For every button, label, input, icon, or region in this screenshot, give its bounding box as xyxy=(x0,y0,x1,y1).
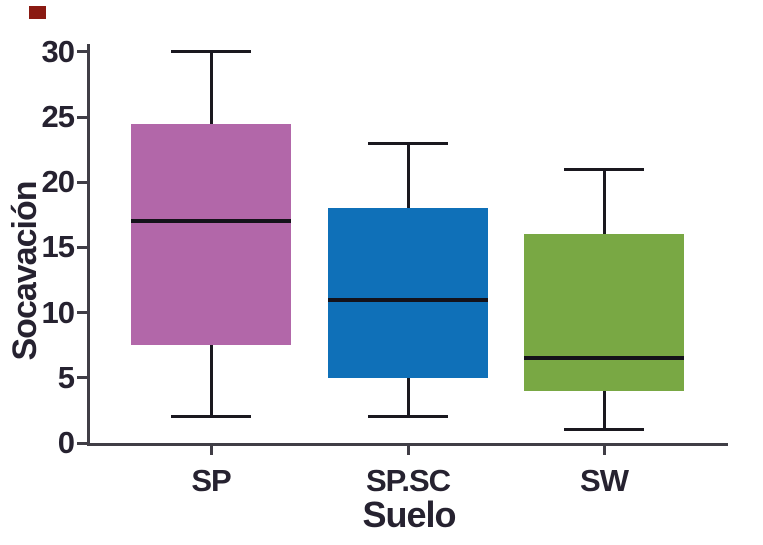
box-sp-sc xyxy=(328,208,488,378)
x-tick xyxy=(209,446,213,455)
lower-whisker-cap-sp xyxy=(171,415,251,419)
x-tick-label: SP xyxy=(191,463,231,498)
upper-whisker-cap-sp-sc xyxy=(368,141,448,145)
y-tick xyxy=(77,180,87,184)
y-tick xyxy=(77,441,87,445)
y-tick xyxy=(77,311,87,315)
upper-whisker-line-sp-sc xyxy=(406,143,410,209)
upper-whisker-line-sp xyxy=(209,51,213,124)
box-sw xyxy=(524,234,684,391)
y-tick-label: 25 xyxy=(41,99,75,134)
median-line-sp-sc xyxy=(328,297,488,302)
y-tick-label: 5 xyxy=(57,359,75,395)
y-tick-label: 10 xyxy=(41,294,75,330)
y-axis-title: Socavación xyxy=(6,181,44,361)
median-line-sp xyxy=(131,219,291,224)
lower-whisker-line-sp xyxy=(209,345,213,417)
lower-whisker-line-sp-sc xyxy=(406,377,410,417)
upper-whisker-line-sw xyxy=(602,169,606,235)
y-tick-label: 15 xyxy=(41,229,75,265)
y-tick xyxy=(77,50,87,54)
x-tick-label: SP.SC xyxy=(365,463,451,498)
upper-whisker-cap-sp xyxy=(171,50,251,54)
lower-whisker-cap-sw xyxy=(564,428,644,432)
median-line-sw xyxy=(524,356,684,361)
x-axis-line xyxy=(87,443,728,446)
corner-marker xyxy=(29,6,46,19)
y-tick-label: 30 xyxy=(41,33,75,69)
lower-whisker-line-sw xyxy=(602,390,606,430)
y-tick xyxy=(77,115,87,119)
x-tick-label: SW xyxy=(580,463,629,498)
upper-whisker-cap-sw xyxy=(564,167,644,171)
y-tick-label: 20 xyxy=(41,164,75,200)
y-tick-label: 0 xyxy=(57,425,75,460)
x-axis-title: Suelo xyxy=(362,494,456,535)
x-tick xyxy=(406,446,410,455)
box-sp xyxy=(131,123,291,346)
x-tick xyxy=(602,446,606,455)
y-axis-line xyxy=(87,44,90,446)
y-tick xyxy=(77,376,87,380)
lower-whisker-cap-sp-sc xyxy=(368,415,448,419)
y-tick xyxy=(77,245,87,249)
